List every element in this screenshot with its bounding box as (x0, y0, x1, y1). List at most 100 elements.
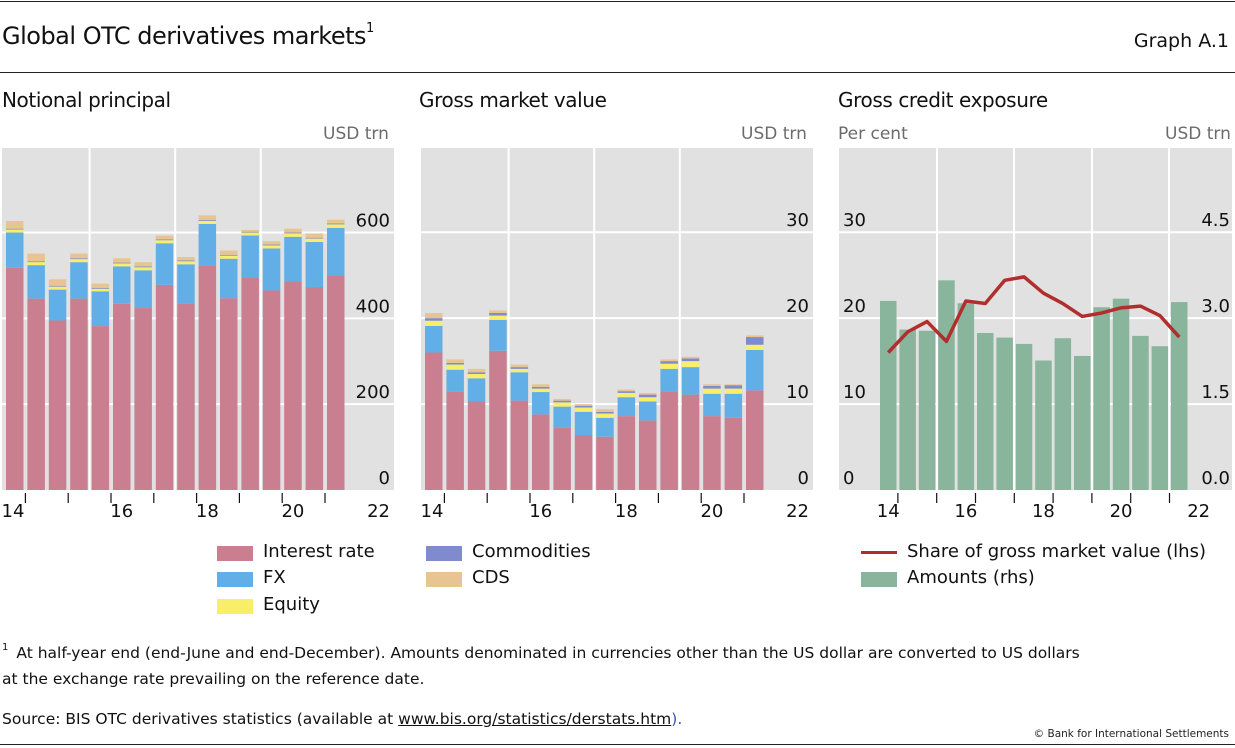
bar-stack (177, 256, 195, 490)
x-tick-label: 14 (2, 501, 25, 522)
bar-segment-equity (681, 361, 700, 368)
bar-segment-commodities (113, 262, 131, 264)
legend-swatch-fx (217, 572, 253, 587)
bar-segment-interest-rate (617, 416, 636, 490)
bar-segment-cds (639, 392, 657, 395)
x-tick-label: 16 (529, 501, 552, 522)
y-tick-label-left: 30 (843, 210, 866, 231)
bar-segment-commodities (639, 394, 657, 398)
bar-stack (241, 229, 259, 490)
bar-amount (880, 300, 897, 490)
bar-segment-cds (262, 241, 281, 245)
copyright: © Bank for International Settlements (1033, 728, 1229, 740)
x-tick-label: 22 (367, 501, 390, 522)
bar-segment-equity (241, 232, 259, 236)
source-link[interactable]: www.bis.org/statistics/derstats.htm (398, 710, 672, 728)
bar-segment-fx (241, 235, 259, 279)
bottom-rule (0, 744, 1235, 745)
legend-swatch-interest-rate (217, 546, 253, 561)
bar-segment-cds (746, 335, 764, 338)
bar-segment-commodities (327, 223, 345, 225)
bar-amount (977, 333, 994, 490)
bar-segment-cds (6, 220, 24, 229)
bar-amount (1112, 298, 1130, 490)
bar-segment-fx (746, 349, 764, 391)
bar-segment-interest-rate (639, 420, 657, 490)
bar-segment-fx (6, 232, 24, 268)
bar-segment-equity (446, 364, 464, 370)
bar-segment-commodities (510, 367, 529, 369)
bar-segment-fx (532, 392, 550, 415)
bar-stack (327, 219, 345, 490)
bar-stack (746, 335, 764, 490)
bar-stack (284, 228, 302, 490)
bar-segment-commodities (48, 285, 67, 287)
bar-segment-cds (284, 228, 302, 233)
bar-segment-cds (91, 283, 110, 288)
panel-title-gross-credit-exposure: Gross credit exposure (838, 88, 1048, 112)
bar-segment-cds (510, 364, 529, 368)
bar-segment-commodities (617, 391, 636, 393)
y-tick-label-right: 4.5 (1201, 210, 1230, 231)
bar-segment-fx (220, 258, 238, 299)
legend-swatch-commodities (426, 546, 462, 561)
bar-segment-interest-rate (746, 390, 764, 490)
title-rule (0, 72, 1235, 73)
bar-stack (532, 384, 550, 490)
bar-segment-cds (27, 253, 45, 262)
bar-segment-interest-rate (574, 435, 593, 490)
y-tick-label-right: 3.0 (1201, 296, 1230, 317)
bar-segment-equity (198, 220, 217, 224)
bar-segment-equity (489, 315, 507, 320)
bar-segment-cds (155, 235, 174, 240)
legend-swatch-equity (217, 599, 253, 614)
gross-credit-exposure-chart: 0 10 20 30 0.0 1.5 3.0 4.5 14 16 18 20 22 (839, 148, 1232, 522)
bar-segment-fx (553, 406, 571, 428)
bar-segment-commodities (660, 361, 678, 364)
bar-stack (27, 253, 45, 490)
bar-segment-interest-rate (113, 303, 131, 490)
bar-segment-cds (70, 253, 88, 259)
bar-segment-interest-rate (724, 417, 743, 490)
x-tick-label: 20 (1110, 501, 1133, 522)
bar-segment-interest-rate (91, 326, 110, 490)
bar-segment-equity (617, 392, 636, 398)
bar-segment-interest-rate (70, 298, 88, 490)
bar-segment-commodities (155, 239, 174, 241)
bar-segment-cds (681, 356, 700, 359)
bar-amount (918, 330, 936, 490)
bar-stack (681, 356, 700, 490)
bar-segment-interest-rate (489, 350, 507, 490)
bar-segment-fx (155, 243, 174, 285)
bar-segment-commodities (198, 220, 217, 221)
bar-segment-equity (574, 407, 593, 412)
bar-stack (489, 310, 507, 490)
bar-segment-fx (446, 369, 464, 392)
bar-segment-commodities (703, 386, 721, 389)
bar-segment-cds (617, 389, 636, 392)
y-tick-label: 600 (356, 211, 390, 232)
y-tick-label: 400 (356, 296, 390, 317)
bar-segment-fx (489, 319, 507, 351)
bar-stack (425, 312, 443, 490)
bar-segment-fx (48, 289, 67, 321)
bar-segment-commodities (284, 232, 302, 234)
bar-stack (220, 250, 238, 490)
bar-segment-fx (574, 411, 593, 436)
y-tick-label-right: 1.5 (1201, 382, 1230, 403)
bar-segment-cds (425, 312, 443, 319)
y-tick-label: 0 (798, 468, 809, 489)
unit-label-notional: USD trn (323, 124, 389, 144)
bar-stack (70, 253, 88, 490)
bar-segment-interest-rate (467, 401, 486, 490)
bar-segment-interest-rate (134, 308, 152, 490)
bar-segment-cds (134, 262, 152, 267)
y-tick-label-left: 0 (843, 468, 854, 489)
y-tick-label: 10 (786, 382, 809, 403)
bar-segment-equity (467, 373, 486, 379)
bar-segment-interest-rate (660, 391, 678, 490)
bar-segment-commodities (425, 318, 443, 321)
footnote-mark: 1 (2, 642, 9, 653)
bar-stack (660, 359, 678, 490)
bar-amount (899, 329, 916, 490)
